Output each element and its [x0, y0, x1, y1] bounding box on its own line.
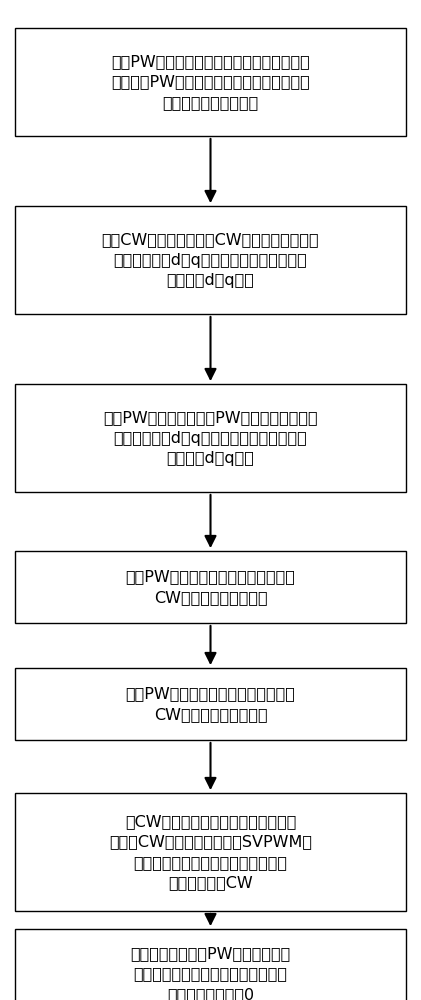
Text: 采样CW三相电流，计算CW电流在正序旋转坐
标系中的正序d、q分量以及负序旋转坐标系
中的负序d、q分量: 采样CW三相电流，计算CW电流在正序旋转坐 标系中的正序d、q分量以及负序旋转坐…: [102, 232, 319, 288]
Text: 利用PW电压正序分量控制器计算得到
CW电压正序分量给定值: 利用PW电压正序分量控制器计算得到 CW电压正序分量给定值: [125, 569, 296, 605]
Bar: [15, 793, 406, 911]
Bar: [15, 551, 406, 623]
Bar: [15, 28, 406, 136]
Bar: [15, 206, 406, 314]
Bar: [15, 668, 406, 740]
Text: 利用PW电压负序分量控制器计算得到
CW电压负序分量给定值: 利用PW电压负序分量控制器计算得到 CW电压负序分量给定值: [125, 686, 296, 722]
Text: 采样PW三相电压，利用双二阶广义积分器锁
相环计算PW电压正序分量的幅值、频率和相
位以及负序分量的幅值: 采样PW三相电压，利用双二阶广义积分器锁 相环计算PW电压正序分量的幅值、频率和…: [111, 54, 310, 110]
Text: 采样PW三相电流，计算PW电流在正序旋转坐
标系中的正序d、q分量以及负序旋转坐标系
中的负序d、q分量: 采样PW三相电流，计算PW电流在正序旋转坐 标系中的正序d、q分量以及负序旋转坐…: [103, 410, 318, 466]
Text: 将CW电压的正序和负序分量给定值相
加得到CW电压给定值，利用SVPWM算
法生成调制信号，进而使逆变器输出
相应的电压至CW: 将CW电压的正序和负序分量给定值相 加得到CW电压给定值，利用SVPWM算 法生…: [109, 814, 312, 890]
Bar: [15, 929, 406, 1000]
Bar: [15, 384, 406, 492]
Text: 重复上述步骤，使PW电压正序分量
的幅值和频率分别跟踪给定值，负序
分量的幅值收敛至0: 重复上述步骤，使PW电压正序分量 的幅值和频率分别跟踪给定值，负序 分量的幅值收…: [131, 946, 290, 1000]
